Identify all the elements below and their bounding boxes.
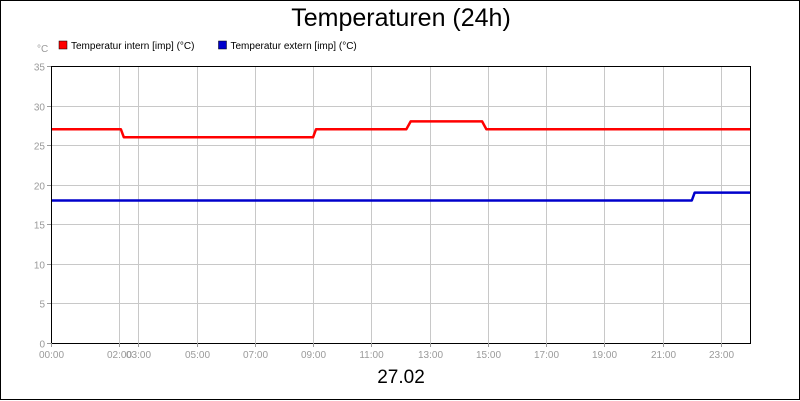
y-tick-label: 0 — [39, 340, 45, 351]
x-tick-label: 19:00 — [592, 350, 617, 361]
x-tick-label: 02:00 — [107, 350, 132, 361]
x-tick-label: 05:00 — [185, 350, 210, 361]
y-tick-label: 20 — [34, 182, 46, 193]
x-tick-label: 11:00 — [359, 350, 384, 361]
chart-title: Temperaturen (24h) — [291, 4, 511, 32]
y-tick-label: 35 — [34, 63, 46, 74]
y-tick-label: 15 — [34, 221, 46, 232]
series-line — [51, 191, 750, 202]
y-axis-ticks: 0 5 10 15 20 25 30 35 — [34, 63, 51, 351]
x-tick-label: 07:00 — [243, 350, 268, 361]
legend-label: Temperatur intern [imp] (°C) — [71, 41, 194, 52]
x-tick-label: 21:00 — [651, 350, 676, 361]
y-tick-label: 5 — [39, 300, 45, 311]
x-tick-label: 03:00 — [126, 350, 151, 361]
y-tick-label: 10 — [34, 261, 46, 272]
series-line — [51, 120, 750, 139]
x-tick-label: 23:00 — [709, 350, 734, 361]
legend: Temperatur intern [imp] (°C) Temperatur e… — [58, 40, 357, 52]
y-tick-label: 30 — [34, 103, 46, 114]
y-tick-label: 25 — [34, 142, 46, 153]
x-tick-label: 15:00 — [476, 350, 501, 361]
plot-border — [51, 66, 751, 344]
x-tick-label: 17:00 — [534, 350, 559, 361]
series-lines — [51, 120, 750, 202]
x-tick-label: 00:00 — [39, 350, 64, 361]
x-tick-label: 09:00 — [301, 350, 326, 361]
legend-swatch — [58, 40, 68, 50]
grid-lines — [51, 66, 750, 344]
date-label: 27.02 — [377, 367, 425, 388]
legend-label: Temperatur extern [imp] (°C) — [230, 41, 356, 52]
x-tick-label: 13:00 — [418, 350, 443, 361]
y-axis-unit-label: °C — [37, 44, 48, 55]
legend-swatch — [218, 40, 227, 50]
